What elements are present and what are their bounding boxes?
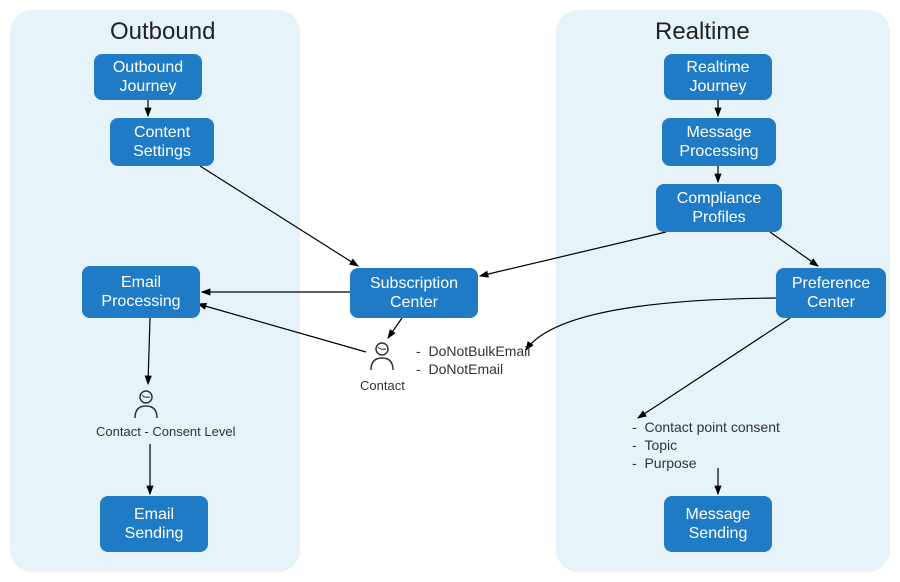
node-email-sending: EmailSending bbox=[100, 496, 208, 552]
contact-icon bbox=[368, 340, 396, 372]
list-item: Contact point consent bbox=[644, 419, 779, 435]
node-message-sending: MessageSending bbox=[664, 496, 772, 552]
node-label: EmailSending bbox=[125, 505, 184, 543]
node-label: EmailProcessing bbox=[101, 273, 180, 311]
node-label: RealtimeJourney bbox=[686, 58, 749, 96]
node-message-processing: MessageProcessing bbox=[662, 118, 776, 166]
node-subscription-center: SubscriptionCenter bbox=[350, 268, 478, 318]
realtime-title: Realtime bbox=[655, 18, 750, 46]
node-label: MessageProcessing bbox=[679, 123, 758, 161]
node-preference-center: PreferenceCenter bbox=[776, 268, 886, 318]
node-label: ContentSettings bbox=[133, 123, 191, 161]
contact-center-label: Contact bbox=[360, 378, 405, 395]
contact-icon bbox=[132, 388, 160, 420]
outbound-title: Outbound bbox=[110, 18, 215, 46]
consent-list: - Contact point consent - Topic - Purpos… bbox=[632, 418, 780, 473]
node-email-processing: EmailProcessing bbox=[82, 266, 200, 318]
contact-left-label: Contact - Consent Level bbox=[96, 424, 235, 441]
node-outbound-journey: OutboundJourney bbox=[94, 54, 202, 100]
node-label: SubscriptionCenter bbox=[370, 274, 458, 312]
list-item: Topic bbox=[644, 437, 677, 453]
node-compliance-profiles: ComplianceProfiles bbox=[656, 184, 782, 232]
contact-attributes-list: - DoNotBulkEmail - DoNotEmail bbox=[416, 342, 530, 378]
node-label: ComplianceProfiles bbox=[677, 189, 761, 227]
node-label: MessageSending bbox=[686, 505, 751, 543]
node-realtime-journey: RealtimeJourney bbox=[664, 54, 772, 100]
list-item: DoNotBulkEmail bbox=[428, 343, 530, 359]
node-content-settings: ContentSettings bbox=[110, 118, 214, 166]
node-label: OutboundJourney bbox=[113, 58, 183, 96]
list-item: Purpose bbox=[644, 455, 696, 471]
list-item: DoNotEmail bbox=[428, 361, 503, 377]
node-label: PreferenceCenter bbox=[792, 274, 870, 312]
